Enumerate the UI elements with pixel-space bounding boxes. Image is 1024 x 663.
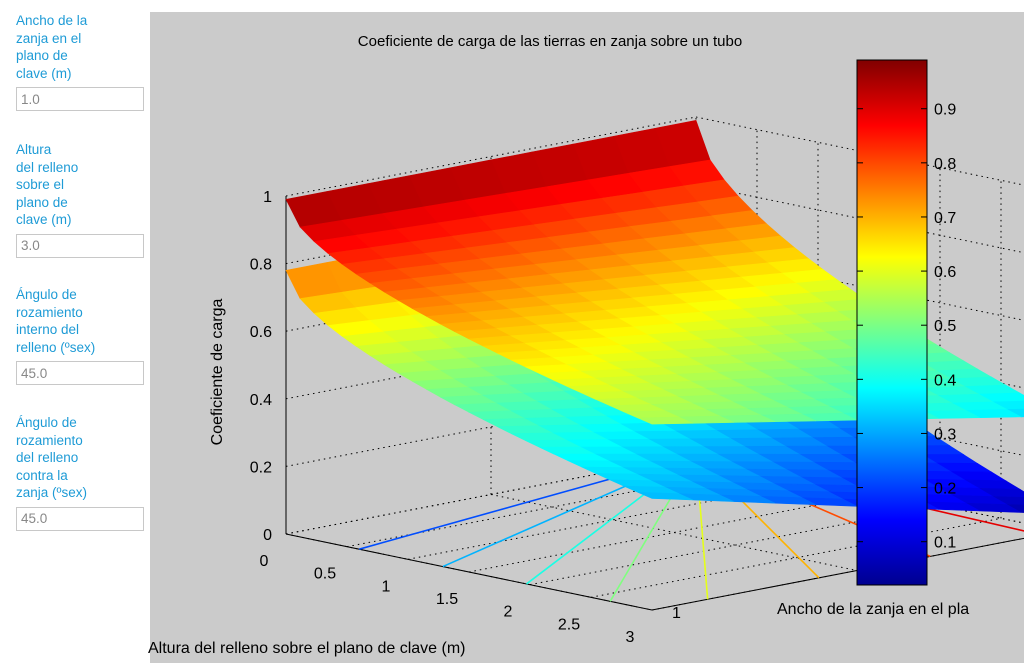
x-axis-line (285, 533, 653, 611)
x-axis-label: Altura del relleno sobre el plano de cla… (148, 640, 466, 657)
trench-width-field-group: Ancho de la zanja en el plano de clave (… (16, 12, 146, 111)
surface-patch (637, 416, 694, 425)
wall-friction-label: Ángulo de rozamiento del relleno contra … (16, 415, 87, 500)
z-tick-label: 0.8 (250, 257, 272, 274)
x-tick-label: 1 (382, 578, 391, 595)
colorbar-tick-label: 0.2 (934, 481, 956, 498)
chart-title: Coeficiente de carga de las tierras en z… (358, 33, 742, 50)
x-tick-label: 2 (504, 604, 513, 621)
fill-height-field-group: Altura del relleno sobre el plano de cla… (16, 141, 146, 258)
colorbar-tick-label: 0.8 (934, 156, 956, 173)
colorbar-tick-label: 0.3 (934, 426, 956, 443)
colorbar-tick-label: 0.7 (934, 210, 956, 227)
x-tick-label: 3 (626, 629, 635, 646)
side-wall-gridline (285, 116, 697, 197)
colorbar-tick-label: 0.9 (934, 102, 956, 119)
trench-width-input[interactable] (16, 87, 144, 111)
z-tick-label: 0 (263, 527, 272, 544)
z-axis-label: Coeficiente de carga (209, 299, 226, 446)
x-tick-label: 0 (260, 553, 269, 570)
internal-friction-label: Ángulo de rozamiento interno del relleno… (16, 287, 96, 355)
trench-width-label: Ancho de la zanja en el plano de clave (… (16, 13, 88, 81)
z-tick-label: 0.2 (250, 459, 272, 476)
wall-friction-field-group: Ángulo de rozamiento del relleno contra … (16, 414, 146, 531)
colorbar-tick-label: 0.6 (934, 264, 956, 281)
input-sidebar: Ancho de la zanja en el plano de clave (… (0, 0, 150, 663)
floor-gridline (590, 517, 1002, 598)
wall-friction-input[interactable] (16, 506, 144, 531)
surface-patch (637, 492, 694, 501)
x-tick-label: 2.5 (558, 616, 580, 633)
x-tick-label: 0.5 (314, 566, 336, 583)
y-tick-label: 1 (672, 605, 681, 622)
z-tick-label: 1 (263, 189, 272, 206)
z-tick-label: 0.4 (250, 392, 272, 409)
colorbar (856, 59, 928, 586)
z-tick-label: 0.6 (250, 324, 272, 341)
floor-gridline (490, 494, 858, 571)
internal-friction-input[interactable] (16, 361, 144, 385)
colorbar-tick-label: 0.1 (934, 535, 956, 552)
fill-height-input[interactable] (16, 233, 144, 258)
colorbar-ticks: 0.1 0.2 0.3 0.4 0.5 0.6 0.7 0.8 0.9 (857, 102, 956, 552)
y-axis-label: Ancho de la zanja en el pla (777, 601, 969, 618)
x-tick-label: 1.5 (436, 591, 458, 608)
fill-height-label: Altura del relleno sobre el plano de cla… (16, 142, 79, 227)
floor-gridline (468, 492, 880, 573)
colorbar-tick-label: 0.5 (934, 318, 956, 335)
colorbar-tick-label: 0.4 (934, 372, 956, 389)
internal-friction-field-group: Ángulo de rozamiento interno del relleno… (16, 286, 146, 385)
